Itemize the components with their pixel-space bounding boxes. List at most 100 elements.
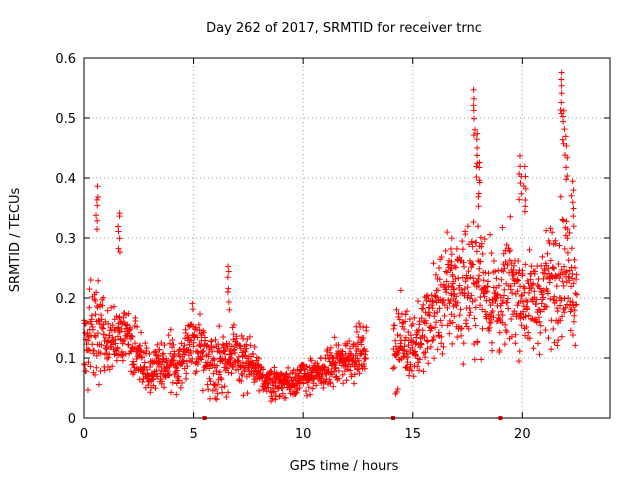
data-point bbox=[99, 325, 106, 332]
data-point bbox=[553, 297, 560, 304]
data-point bbox=[405, 329, 412, 336]
data-point bbox=[454, 299, 461, 306]
data-point bbox=[105, 320, 112, 327]
data-point bbox=[331, 334, 338, 341]
data-point bbox=[467, 274, 474, 281]
data-point bbox=[554, 308, 561, 315]
data-point bbox=[504, 295, 511, 302]
data-point bbox=[573, 291, 580, 298]
data-point bbox=[316, 365, 323, 372]
data-point bbox=[443, 269, 450, 276]
data-point bbox=[154, 341, 161, 348]
data-point bbox=[407, 332, 414, 339]
data-point bbox=[472, 304, 479, 311]
data-point bbox=[224, 289, 231, 296]
data-point bbox=[85, 346, 92, 353]
data-point bbox=[419, 327, 426, 334]
data-point bbox=[206, 365, 213, 372]
data-point bbox=[200, 348, 207, 355]
data-point bbox=[239, 372, 246, 379]
data-point bbox=[449, 319, 456, 326]
data-point bbox=[353, 328, 360, 335]
data-point bbox=[498, 276, 505, 283]
data-point bbox=[206, 395, 213, 402]
data-point bbox=[211, 382, 218, 389]
data-point bbox=[141, 359, 148, 366]
data-point bbox=[412, 340, 419, 347]
data-point bbox=[449, 273, 456, 280]
data-point bbox=[505, 305, 512, 312]
data-point bbox=[402, 318, 409, 325]
data-point bbox=[392, 343, 399, 350]
data-point bbox=[516, 196, 523, 203]
data-point bbox=[429, 297, 436, 304]
data-point bbox=[326, 349, 333, 356]
data-point bbox=[354, 339, 361, 346]
data-point bbox=[142, 340, 149, 347]
data-point bbox=[431, 355, 438, 362]
data-point bbox=[150, 375, 157, 382]
data-point bbox=[526, 246, 533, 253]
data-point bbox=[544, 250, 551, 257]
data-point bbox=[408, 367, 415, 374]
data-point bbox=[522, 203, 529, 210]
data-point bbox=[423, 320, 430, 327]
data-point bbox=[390, 365, 397, 372]
data-point bbox=[233, 333, 240, 340]
data-point bbox=[356, 370, 363, 377]
data-point bbox=[434, 346, 441, 353]
data-point bbox=[439, 350, 446, 357]
data-point bbox=[160, 350, 167, 357]
data-point bbox=[241, 368, 248, 375]
data-point bbox=[469, 243, 476, 250]
data-point bbox=[519, 270, 526, 277]
data-point bbox=[92, 371, 99, 378]
data-point bbox=[98, 316, 105, 323]
data-point bbox=[468, 238, 475, 245]
data-point bbox=[94, 202, 101, 209]
data-point bbox=[216, 323, 223, 330]
data-point bbox=[465, 290, 472, 297]
data-point bbox=[225, 298, 232, 305]
data-point bbox=[563, 268, 570, 275]
data-point bbox=[183, 375, 190, 382]
data-point bbox=[533, 300, 540, 307]
data-point bbox=[420, 301, 427, 308]
data-point bbox=[558, 99, 565, 106]
data-point bbox=[169, 357, 176, 364]
data-point bbox=[413, 334, 420, 341]
data-point bbox=[433, 319, 440, 326]
data-point bbox=[499, 297, 506, 304]
x-tick-label: 0 bbox=[80, 427, 88, 442]
data-point bbox=[514, 276, 521, 283]
data-point bbox=[528, 281, 535, 288]
data-point bbox=[240, 392, 247, 399]
data-point bbox=[214, 381, 221, 388]
data-point bbox=[430, 298, 437, 305]
data-point bbox=[440, 343, 447, 350]
data-point bbox=[335, 367, 342, 374]
data-point bbox=[567, 327, 574, 334]
data-point bbox=[560, 282, 567, 289]
data-point bbox=[462, 278, 469, 285]
data-point bbox=[95, 277, 102, 284]
data-point bbox=[435, 329, 442, 336]
data-point bbox=[474, 339, 481, 346]
data-point bbox=[397, 287, 404, 294]
data-point bbox=[486, 297, 493, 304]
data-point bbox=[521, 163, 528, 170]
data-point bbox=[428, 302, 435, 309]
data-point bbox=[537, 285, 544, 292]
data-point bbox=[461, 263, 468, 270]
data-point bbox=[561, 309, 568, 316]
data-point bbox=[244, 390, 251, 397]
data-point bbox=[459, 238, 466, 245]
data-point bbox=[447, 320, 454, 327]
data-point bbox=[554, 342, 561, 349]
data-point bbox=[548, 346, 555, 353]
data-point bbox=[430, 336, 437, 343]
data-point bbox=[396, 316, 403, 323]
data-point bbox=[559, 278, 566, 285]
data-point bbox=[504, 261, 511, 268]
data-point bbox=[458, 332, 465, 339]
